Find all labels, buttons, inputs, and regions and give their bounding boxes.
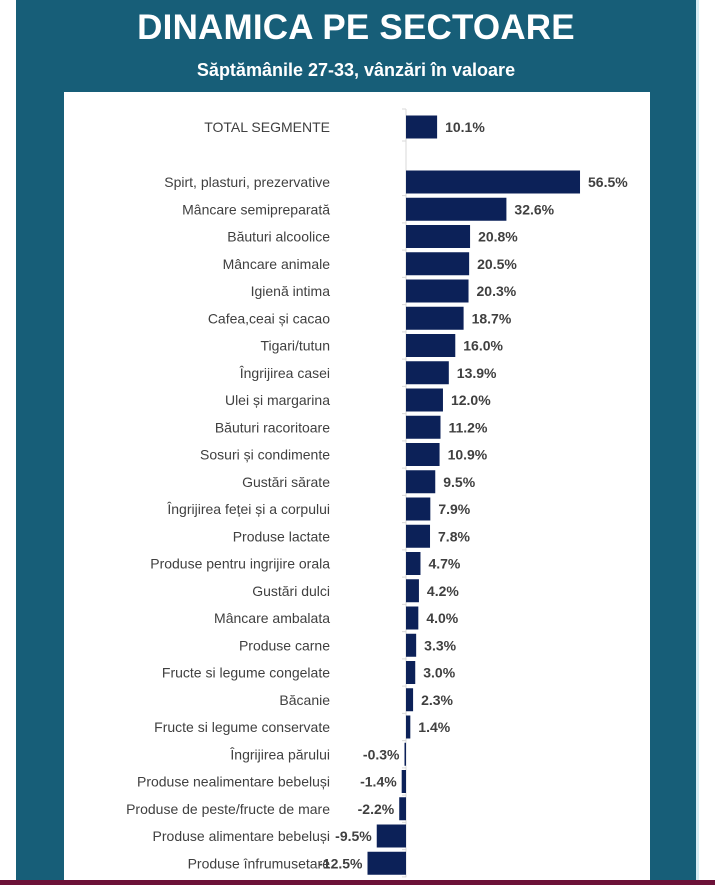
category-label: Igienă intima: [251, 283, 331, 299]
bar: [406, 115, 438, 139]
data-label: 1.4%: [418, 719, 450, 735]
page-title: DINAMICA PE SECTOARE: [137, 8, 575, 47]
category-label: Băuturi alcoolice: [227, 229, 330, 245]
bottom-border: [0, 880, 715, 885]
bar: [401, 770, 406, 793]
data-label: 20.5%: [477, 256, 517, 272]
data-label: 10.9%: [448, 447, 488, 463]
category-label: Produse lactate: [233, 528, 330, 544]
category-label: Gustări sărate: [242, 474, 330, 490]
category-label: Gustări dulci: [252, 583, 330, 599]
data-label: 7.9%: [438, 501, 470, 517]
bar: [406, 170, 581, 194]
data-label: 9.5%: [443, 474, 475, 490]
bar: [406, 388, 443, 412]
bar: [406, 279, 469, 303]
bar: [406, 443, 440, 466]
bar: [406, 524, 431, 548]
bar: [406, 661, 416, 684]
data-label: 3.0%: [423, 665, 455, 681]
bar: [406, 225, 471, 248]
chart-area: TOTAL SEGMENTE 10.1% Spirt, plasturi, prez…: [64, 92, 650, 880]
category-label: Îngrijirea părului: [229, 746, 330, 762]
bar: [406, 579, 419, 603]
category-label: Produse de peste/fructe de mare: [126, 801, 330, 817]
data-label: -0.3%: [363, 746, 400, 762]
category-label: Produse carne: [239, 637, 330, 653]
bar: [406, 306, 464, 330]
bar: [404, 742, 406, 766]
bar: [406, 470, 436, 494]
category-label: Ulei și margarina: [225, 392, 330, 408]
data-label: 10.1%: [445, 119, 485, 135]
category-label: Fructe si legume congelate: [162, 665, 330, 681]
bar: [406, 715, 411, 739]
bar: [406, 633, 417, 657]
data-label: 7.8%: [438, 528, 470, 544]
category-label: Mâncare semipreparată: [182, 201, 330, 217]
bar: [399, 797, 406, 821]
data-label: 16.0%: [463, 338, 503, 354]
data-label: 56.5%: [588, 174, 628, 190]
category-label: Produse nealimentare bebeluși: [137, 774, 330, 790]
page-subtitle: Săptămânile 27-33, vânzări în valoare: [196, 60, 516, 80]
category-label: Produse înfrumusetare: [188, 855, 331, 871]
data-label: -9.5%: [335, 828, 372, 844]
category-label: Produse pentru ingrijire orala: [150, 556, 330, 572]
data-label: 3.3%: [424, 637, 456, 653]
category-label: Tigari/tutun: [260, 338, 330, 354]
category-label: Sosuri și condimente: [200, 447, 330, 463]
data-label: -1.4%: [360, 774, 397, 790]
data-label: 13.9%: [457, 365, 497, 381]
bar: [367, 851, 406, 875]
bar: [406, 361, 449, 385]
data-label: 2.3%: [421, 692, 453, 708]
category-label: TOTAL SEGMENTE: [204, 119, 330, 135]
data-label: 4.0%: [426, 610, 458, 626]
data-label: 4.7%: [428, 556, 460, 572]
data-label: 20.3%: [477, 283, 517, 299]
bar: [376, 824, 406, 848]
bar: [406, 252, 470, 276]
category-label: Produse alimentare bebeluși: [153, 828, 330, 844]
bar: [406, 334, 456, 357]
data-label: 20.8%: [478, 229, 518, 245]
bar: [406, 415, 441, 439]
data-label: -12.5%: [318, 855, 363, 871]
category-label: Spirt, plasturi, prezervative: [164, 174, 330, 190]
category-label: Fructe si legume conservate: [154, 719, 330, 735]
data-label: 12.0%: [451, 392, 491, 408]
category-label: Cafea,ceai și cacao: [208, 310, 330, 326]
bar: [406, 552, 421, 575]
data-label: 18.7%: [472, 310, 512, 326]
category-label: Îngrijirea feței și a corpului: [166, 501, 330, 517]
data-label: 4.2%: [427, 583, 459, 599]
bar: [406, 688, 414, 712]
category-label: Mâncare animale: [223, 256, 331, 272]
bar-chart: TOTAL SEGMENTE 10.1% Spirt, plasturi, prez…: [126, 108, 628, 878]
data-label: 11.2%: [448, 419, 487, 435]
category-label: Mâncare ambalata: [214, 610, 330, 626]
bar: [406, 197, 507, 221]
data-label: 32.6%: [514, 201, 554, 217]
category-label: Îngrijirea casei: [239, 365, 330, 381]
category-label: Băuturi racoritoare: [215, 419, 330, 435]
data-label: -2.2%: [358, 801, 395, 817]
category-label: Băcanie: [279, 692, 330, 708]
bar: [406, 606, 419, 630]
panel-edge: [696, 0, 699, 880]
bar: [406, 497, 431, 521]
